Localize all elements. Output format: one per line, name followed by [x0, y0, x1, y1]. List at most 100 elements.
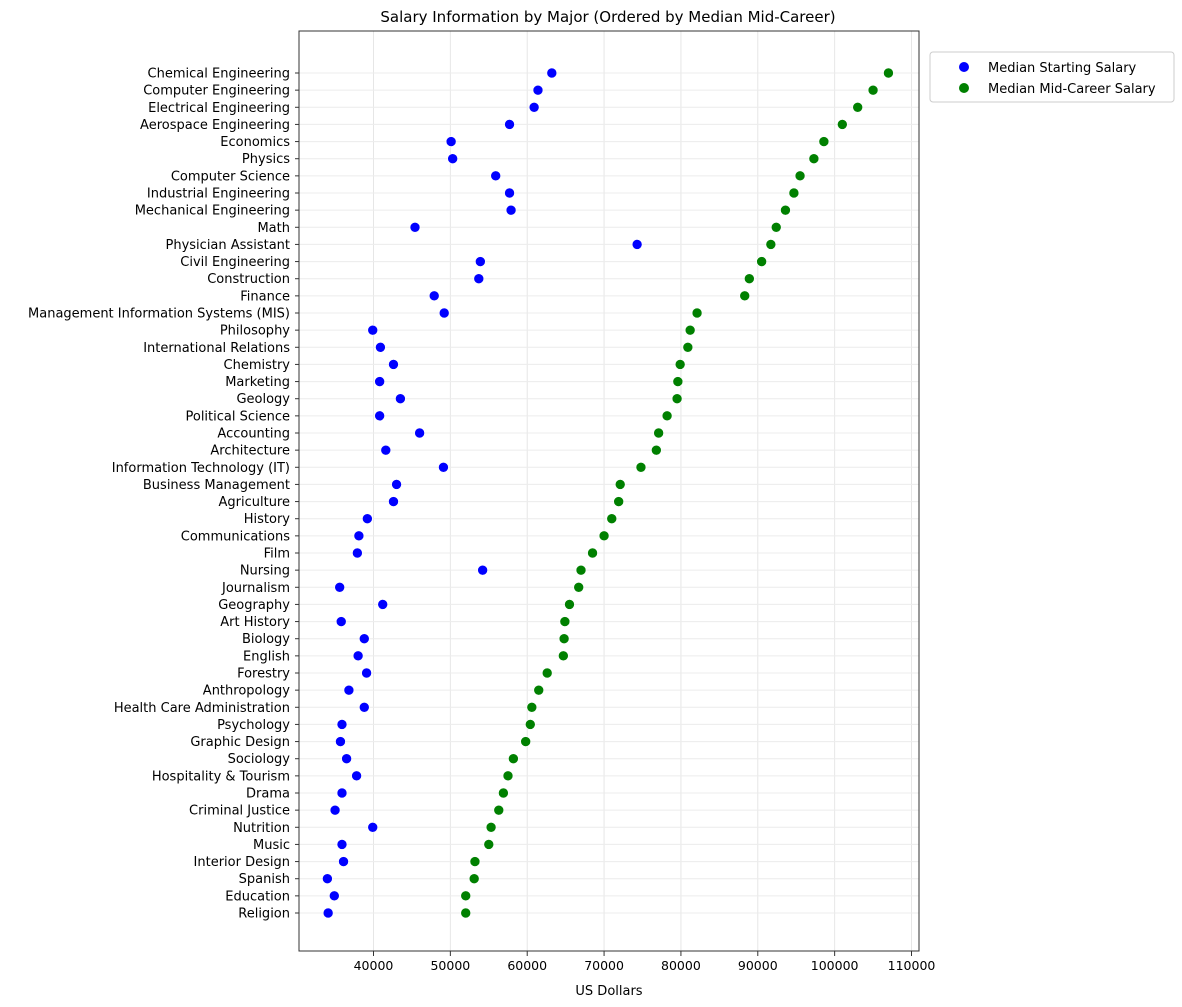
x-axis-label: US Dollars — [575, 984, 642, 999]
starting-salary-point — [528, 101, 540, 113]
starting-salary-point — [352, 650, 364, 662]
starting-salary-point — [631, 239, 643, 250]
y-tick-label: Construction — [207, 272, 290, 287]
legend-item-midcareer: Median Mid-Career Salary — [959, 82, 1156, 97]
starting-salary-point — [438, 307, 450, 319]
starting-salary-point — [322, 907, 334, 919]
midcareer-salary-point — [672, 376, 684, 387]
starting-salary-point — [475, 256, 486, 267]
midcareer-salary-point — [520, 736, 531, 747]
starting-salary-point — [352, 547, 363, 559]
y-tick-label: Philosophy — [220, 324, 290, 339]
midcareer-salary-point — [469, 856, 481, 867]
starting-salary-point — [445, 136, 457, 147]
y-tick-label: Economics — [220, 135, 290, 150]
y-tick-label: Interior Design — [194, 855, 290, 870]
midcareer-salary-point — [606, 513, 618, 525]
starting-salary-point — [414, 427, 425, 439]
starting-salary-point — [361, 667, 372, 679]
midcareer-salary-point — [587, 547, 598, 559]
midcareer-salary-point — [883, 67, 894, 79]
starting-salary-point — [375, 341, 386, 353]
midcareer-salary-point — [575, 564, 587, 576]
y-tick-label: Chemistry — [224, 358, 291, 373]
midcareer-salary-point — [508, 753, 519, 765]
starting-salary-point — [438, 461, 449, 473]
starting-salary-point — [504, 119, 515, 130]
starting-salary-point — [546, 67, 558, 79]
midcareer-salary-point — [635, 461, 647, 473]
starting-salary-point — [341, 753, 352, 765]
y-tick-label: Chemical Engineering — [148, 67, 290, 82]
starting-salary-point — [490, 170, 502, 182]
midcareer-salary-point — [691, 307, 703, 319]
midcareer-salary-point — [744, 273, 755, 285]
starting-salary-point — [351, 770, 362, 782]
midcareer-salary-point — [770, 221, 782, 233]
midcareer-salary-point — [837, 119, 848, 130]
starting-salary-point — [504, 187, 515, 199]
midcareer-salary-point — [613, 496, 624, 507]
x-tick-label: 90000 — [738, 958, 778, 973]
y-tick-label: History — [244, 512, 291, 527]
starting-salary-point — [367, 821, 379, 833]
y-tick-label: Math — [257, 221, 290, 236]
y-tick-label: International Relations — [143, 341, 290, 356]
midcareer-salary-point — [493, 804, 505, 816]
starting-salary-point — [336, 787, 348, 799]
y-tick-label: Marketing — [225, 375, 290, 390]
midcareer-salary-point — [559, 616, 571, 627]
y-tick-label: Computer Engineering — [143, 84, 290, 99]
y-tick-label: Anthropology — [203, 684, 291, 699]
starting-salary-point — [388, 359, 399, 370]
midcareer-salary-point — [541, 667, 553, 679]
y-tick-label: Biology — [242, 632, 290, 647]
midcareer-salary-point — [818, 136, 830, 147]
starting-salary-point — [343, 684, 355, 696]
y-tick-label: Mechanical Engineering — [135, 204, 290, 219]
x-axis: 40000 50000 60000 70000 80000 90000 100000 1100… — [354, 951, 936, 973]
midcareer-salary-point — [651, 444, 662, 456]
starting-salary-point — [532, 84, 544, 96]
plot-area — [299, 31, 919, 951]
midcareer-salary-point — [564, 599, 575, 610]
starting-salary-point — [505, 204, 517, 216]
starting-salary-point — [374, 376, 385, 387]
y-tick-label: Computer Science — [171, 169, 290, 184]
midcareer-salary-point — [498, 787, 509, 799]
y-tick-label: Nursing — [240, 564, 290, 579]
midcareer-salary-point — [533, 684, 545, 696]
legend-marker-midcareer — [959, 83, 969, 93]
y-tick-label: Geography — [218, 598, 290, 613]
y-tick-label: Hospitality & Tourism — [152, 769, 290, 784]
x-tick-label: 80000 — [661, 958, 701, 973]
starting-salary-point — [473, 273, 485, 285]
y-tick-label: Art History — [220, 615, 290, 630]
legend-label-starting: Median Starting Salary — [988, 61, 1137, 76]
starting-salary-point — [358, 633, 370, 645]
y-tick-label: Film — [264, 547, 290, 562]
starting-salary-point — [428, 290, 440, 302]
starting-salary-point — [362, 513, 373, 525]
midcareer-salary-point — [661, 410, 673, 422]
x-tick-label: 70000 — [584, 958, 624, 973]
starting-salary-point — [377, 599, 389, 610]
y-tick-label: Health Care Administration — [114, 701, 290, 716]
starting-salary-point — [367, 324, 379, 336]
midcareer-salary-point — [808, 153, 820, 165]
starting-salary-point — [329, 804, 341, 816]
midcareer-salary-point — [460, 890, 472, 902]
midcareer-salary-point — [684, 324, 696, 336]
starting-salary-point — [322, 873, 333, 885]
starting-salary-point — [334, 581, 345, 593]
y-tick-label: Physician Assistant — [166, 238, 290, 253]
midcareer-salary-point — [526, 701, 538, 713]
x-tick-label: 60000 — [507, 958, 547, 973]
chart-title: Salary Information by Major (Ordered by … — [380, 8, 835, 26]
legend-item-starting: Median Starting Salary — [959, 61, 1137, 76]
y-tick-label: Religion — [238, 907, 290, 922]
y-tick-label: Nutrition — [233, 821, 290, 836]
y-tick-label: Communications — [181, 529, 290, 544]
x-tick-label: 110000 — [888, 958, 936, 973]
